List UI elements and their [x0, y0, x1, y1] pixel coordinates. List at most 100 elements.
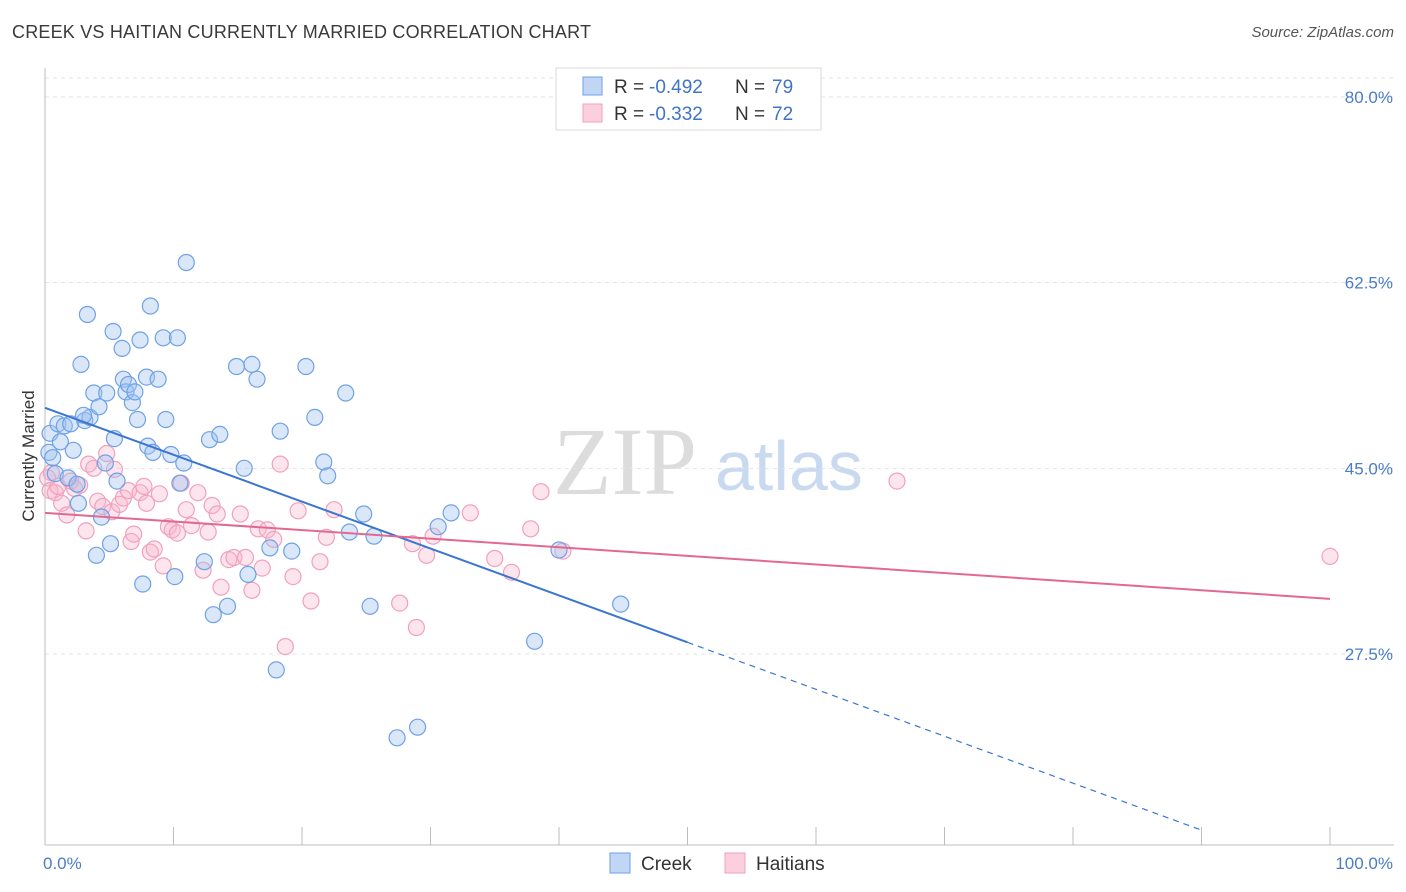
- haitians-point: [289, 502, 307, 520]
- creek-point: [306, 408, 324, 426]
- creek-point: [211, 425, 229, 443]
- haitians-point: [77, 522, 95, 540]
- haitians-point: [461, 504, 479, 522]
- y-tick-label: 45.0%: [1345, 459, 1393, 478]
- haitians-point: [236, 548, 255, 567]
- creek-point: [157, 410, 175, 429]
- y-tick-label: 27.5%: [1345, 645, 1393, 664]
- creek-point: [49, 415, 67, 433]
- haitians-r-value: -0.332: [649, 104, 703, 125]
- watermark-atlas: atlas: [715, 427, 863, 505]
- haitians-point: [317, 528, 335, 546]
- creek-point: [355, 505, 373, 523]
- creek-legend-swatch: [582, 76, 603, 96]
- haitians-trend-line: [44, 511, 1331, 600]
- haitians-point: [249, 520, 267, 538]
- haitians-point: [265, 530, 283, 549]
- haitians-n-label: N =: [735, 104, 765, 125]
- creek-point: [248, 370, 266, 388]
- creek-point: [126, 383, 144, 401]
- creek-point: [62, 415, 80, 433]
- haitians-point: [243, 581, 261, 599]
- creek-point: [104, 322, 122, 341]
- creek-point: [154, 329, 172, 347]
- haitians-point: [203, 496, 221, 515]
- creek-point: [55, 417, 73, 435]
- creek-point: [123, 394, 141, 412]
- creek-point: [243, 355, 261, 373]
- haitians-point: [486, 549, 504, 568]
- creek-point: [283, 542, 301, 560]
- y-axis-label: Currently Married: [19, 390, 38, 521]
- tick-labels: 27.5% 45.0% 62.5% 80.0% 0.0% 100.0%: [43, 88, 1393, 873]
- creek-point: [131, 331, 149, 349]
- creek-point: [44, 449, 62, 467]
- creek-point: [171, 474, 189, 492]
- x-tick-label-min: 0.0%: [43, 854, 82, 873]
- haitians-point: [302, 592, 320, 610]
- creek-point: [51, 433, 70, 451]
- haitians-point: [888, 472, 906, 490]
- creek-n-label: N =: [735, 77, 765, 98]
- haitians-legend-swatch: [582, 103, 603, 123]
- creek-point: [108, 472, 126, 490]
- haitians-point: [189, 484, 207, 502]
- creek-point: [388, 729, 406, 747]
- creek-point: [315, 453, 333, 471]
- haitians-point: [125, 525, 143, 543]
- creek-point: [337, 384, 355, 402]
- creek-point: [59, 469, 77, 487]
- haitians-point: [1321, 547, 1339, 566]
- creek-point: [46, 465, 64, 483]
- creek-point: [218, 597, 237, 615]
- haitians-point: [177, 501, 195, 519]
- creek-point: [128, 410, 147, 429]
- axes: [44, 68, 1394, 846]
- haitians-point: [253, 559, 271, 577]
- stats-legend: R = -0.492 N = 79 R = -0.332 N = 72: [555, 67, 822, 131]
- haitians-r-label: R =: [614, 104, 644, 125]
- haitians-point: [199, 523, 217, 541]
- creek-trend-line: [44, 406, 688, 644]
- creek-point: [166, 567, 184, 586]
- creek-point: [68, 475, 86, 493]
- haitians-point: [271, 455, 289, 473]
- haitians-bottom-swatch: [724, 852, 746, 874]
- creek-point: [227, 357, 246, 376]
- creek-point: [409, 718, 427, 736]
- creek-point: [168, 329, 186, 347]
- haitians-point: [168, 524, 186, 542]
- creek-point: [114, 370, 133, 388]
- haitians-point: [424, 527, 442, 545]
- haitians-point: [391, 594, 409, 612]
- haitians-point: [407, 618, 425, 637]
- creek-point: [113, 339, 131, 357]
- creek-n-value: 79: [772, 77, 793, 98]
- creek-point: [429, 518, 447, 536]
- haitians-point: [150, 485, 168, 503]
- creek-point: [239, 565, 257, 584]
- creek-point: [90, 398, 108, 416]
- creek-point: [134, 575, 152, 593]
- creek-point: [64, 441, 82, 459]
- creek-point: [195, 553, 213, 571]
- creek-point: [612, 595, 630, 613]
- creek-point: [442, 504, 460, 522]
- haitians-point: [311, 553, 329, 571]
- creek-r-label: R =: [614, 77, 644, 98]
- creek-point: [177, 253, 195, 272]
- creek-point: [141, 297, 159, 315]
- y-tick-label: 80.0%: [1345, 88, 1393, 107]
- haitians-point: [212, 578, 230, 596]
- haitians-point: [145, 540, 163, 558]
- x-tick-label-max: 100.0%: [1335, 854, 1393, 873]
- haitians-point: [137, 494, 156, 512]
- data-points: [38, 253, 1339, 747]
- haitians-point: [532, 483, 550, 501]
- haitians-point: [208, 505, 226, 523]
- creek-r-value: -0.492: [649, 77, 703, 98]
- creek-point: [261, 539, 279, 557]
- haitians-point: [154, 557, 172, 575]
- haitians-point: [284, 567, 302, 586]
